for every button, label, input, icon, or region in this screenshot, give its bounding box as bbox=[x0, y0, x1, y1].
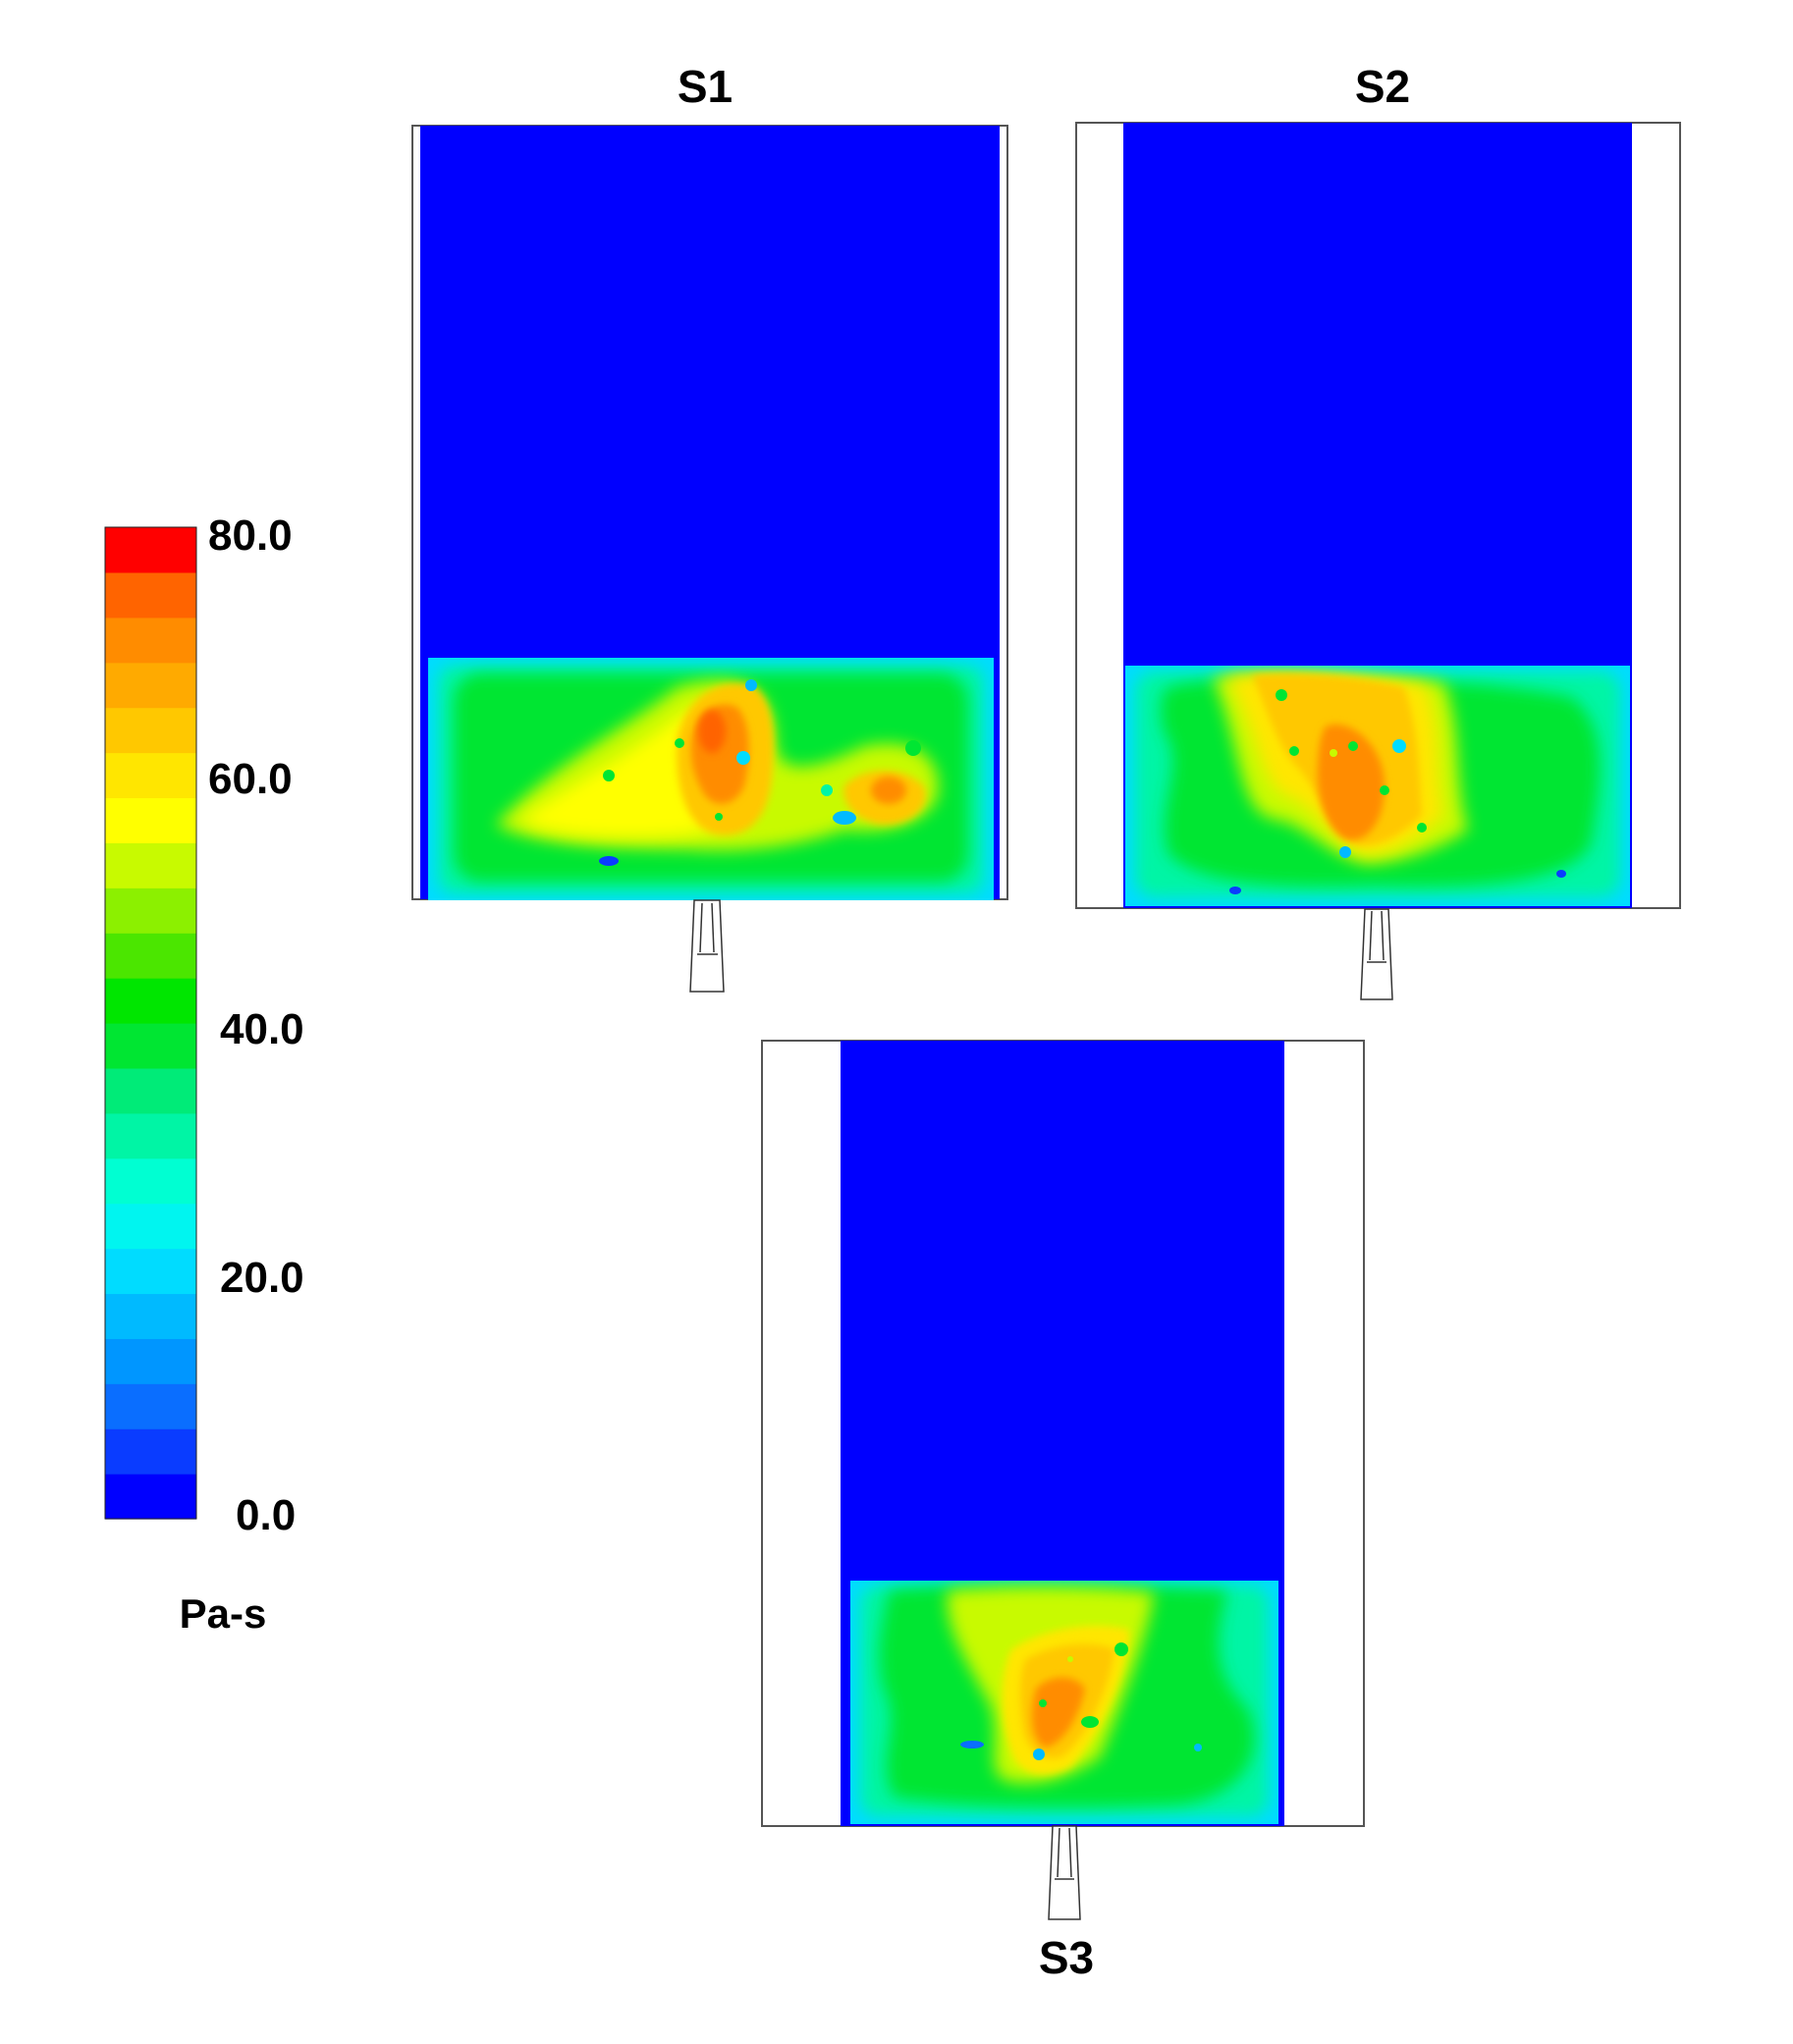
colorbar-level bbox=[105, 1203, 196, 1250]
nozzle bbox=[1360, 908, 1393, 1000]
colorbar-level bbox=[105, 1023, 196, 1069]
colorbar-level bbox=[105, 1428, 196, 1475]
colorbar-tick-label: 0.0 bbox=[236, 1491, 296, 1539]
panel-title: S2 bbox=[1355, 61, 1410, 112]
colorbar-level bbox=[105, 1383, 196, 1429]
nozzle bbox=[1048, 1825, 1081, 1920]
nozzle bbox=[689, 899, 725, 993]
colorbar-tick-label: 40.0 bbox=[220, 1005, 304, 1053]
colorbar-level bbox=[105, 1157, 196, 1205]
colorbar-tick-label: 60.0 bbox=[208, 755, 293, 803]
panel-title: S1 bbox=[678, 61, 733, 112]
viscosity-contour bbox=[428, 658, 994, 900]
colorbar-unit-label: Pa-s bbox=[180, 1590, 267, 1637]
colorbar-level bbox=[105, 933, 196, 979]
colorbar-level bbox=[105, 707, 196, 754]
colorbar-tick-label: 80.0 bbox=[208, 511, 293, 560]
colorbar-level bbox=[105, 571, 196, 619]
colorbar: 80.0 60.0 40.0 20.0 0.0 Pa-s bbox=[104, 511, 304, 1637]
colorbar-levels bbox=[105, 527, 196, 1520]
colorbar-level bbox=[105, 1293, 196, 1339]
colorbar-level bbox=[105, 662, 196, 709]
panel-s3: S3 bbox=[761, 1040, 1365, 1983]
colorbar-level bbox=[105, 617, 196, 664]
colorbar-level bbox=[105, 797, 196, 843]
colorbar-tick-label: 20.0 bbox=[220, 1254, 304, 1302]
colorbar-level bbox=[105, 978, 196, 1024]
panel-s2: S2 bbox=[1075, 61, 1681, 1000]
colorbar-frame bbox=[104, 526, 197, 1520]
panel-title: S3 bbox=[1039, 1932, 1094, 1983]
panel-s1: S1 bbox=[411, 61, 1008, 993]
colorbar-level bbox=[105, 1338, 196, 1384]
colorbar-level bbox=[105, 842, 196, 888]
viscosity-contour bbox=[1125, 666, 1630, 906]
colorbar-level bbox=[105, 1474, 196, 1520]
colorbar-level bbox=[105, 752, 196, 799]
colorbar-level bbox=[105, 1067, 196, 1114]
colorbar-level bbox=[105, 888, 196, 934]
colorbar-level bbox=[105, 527, 196, 573]
viscosity-contour bbox=[850, 1581, 1278, 1824]
colorbar-level bbox=[105, 1112, 196, 1159]
colorbar-level bbox=[105, 1248, 196, 1295]
